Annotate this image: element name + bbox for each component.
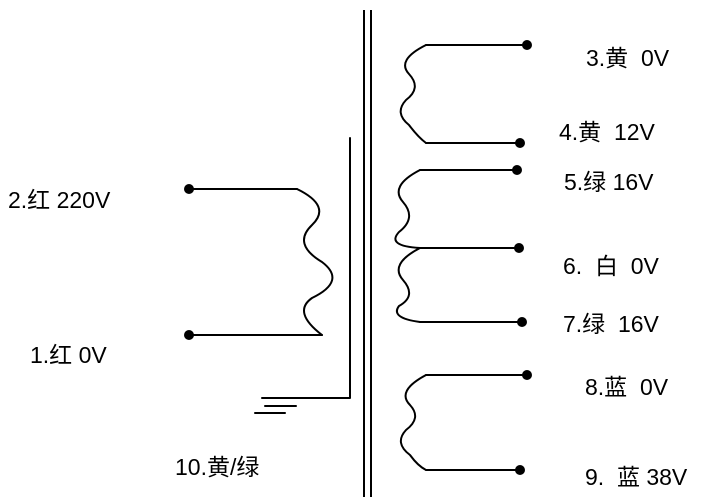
secondary-winding-c [399, 370, 532, 475]
terminal-pin9 [515, 465, 525, 475]
label-pin7: 7.绿 16V [563, 311, 660, 337]
winding-b-coil [394, 169, 421, 323]
label-pin3: 3.黄 0V [586, 45, 670, 71]
label-pin5: 5.绿 16V [564, 169, 654, 195]
secondary-winding-b [394, 165, 527, 327]
winding-c-coil [399, 374, 427, 471]
primary-winding [184, 184, 334, 340]
terminal-pin5 [512, 165, 522, 175]
terminal-pin1 [184, 330, 194, 340]
terminal-pin4 [515, 138, 525, 148]
secondary-winding-a [399, 40, 532, 148]
label-pin6: 6. 白 0V [563, 253, 660, 279]
label-pin4: 4.黄 12V [559, 119, 656, 145]
terminal-pin7 [517, 317, 527, 327]
label-pin8: 8.蓝 0V [585, 374, 669, 400]
terminal-pin6 [514, 243, 524, 253]
terminal-pin3 [522, 40, 532, 50]
shield-ground-wire [261, 137, 351, 399]
primary-coil [296, 188, 334, 336]
terminal-pin8 [522, 370, 532, 380]
label-pin1: 1.红 0V [30, 342, 107, 368]
label-pin9: 9. 蓝 38V [585, 464, 688, 490]
label-ground: 10.黄/绿 [175, 454, 259, 480]
terminal-pin2 [184, 184, 194, 194]
winding-a-coil [399, 44, 427, 144]
label-pin2: 2.红 220V [8, 187, 111, 213]
